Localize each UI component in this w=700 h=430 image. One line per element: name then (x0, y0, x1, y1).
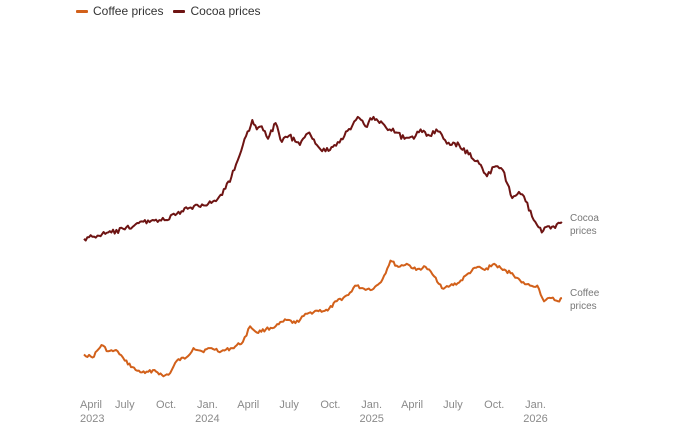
legend-label-cocoa: Cocoa prices (190, 4, 261, 18)
x-tick-label: April (237, 399, 259, 411)
legend: Coffee prices Cocoa prices (76, 4, 261, 18)
coffee-price-line (83, 259, 563, 378)
x-tick-label: July (279, 399, 299, 411)
x-tick-label: Jan. 2024 (195, 399, 219, 425)
x-tick-label: April 2023 (80, 399, 104, 425)
cocoa-price-line (83, 115, 563, 242)
x-tick-label: July (115, 399, 135, 411)
x-tick-label: Oct. (320, 399, 340, 411)
legend-item-coffee[interactable]: Coffee prices (76, 4, 163, 18)
cocoa-swatch (173, 9, 186, 13)
x-tick-label: Jan. 2025 (359, 399, 383, 425)
x-tick-label: April (401, 399, 423, 411)
legend-item-cocoa[interactable]: Cocoa prices (173, 4, 261, 18)
cocoa-end-label: Cocoa prices (570, 213, 599, 237)
x-tick-label: Oct. (156, 399, 176, 411)
x-tick-label: Jan. 2026 (523, 399, 547, 425)
x-tick-label: Oct. (484, 399, 504, 411)
legend-label-coffee: Coffee prices (93, 4, 164, 18)
coffee-end-label: Coffee prices (570, 288, 600, 312)
x-tick-label: July (443, 399, 463, 411)
coffee-swatch (76, 9, 88, 13)
